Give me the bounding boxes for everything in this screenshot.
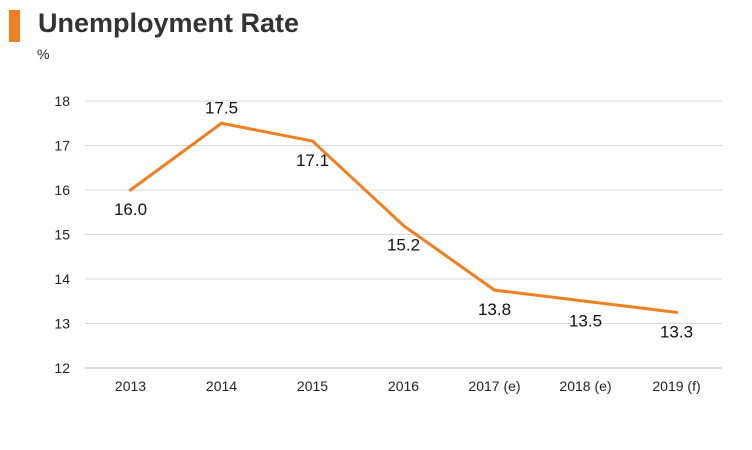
x-tick-label: 2019 (f) (652, 378, 700, 394)
data-point (584, 299, 587, 303)
series-line-group (129, 121, 678, 314)
x-tick-label: 2016 (388, 378, 419, 394)
gridlines (85, 100, 722, 369)
chart-title: Unemployment Rate (38, 8, 300, 38)
data-point (129, 188, 132, 192)
x-tick-label: 2014 (206, 378, 237, 394)
y-tick-label: 13 (54, 316, 70, 332)
x-tick-label: 2018 (e) (559, 378, 611, 394)
data-labels: 16.0 17.5 17.1 15.2 13.8 13.5 13.3 (114, 98, 693, 341)
series-line (129, 121, 678, 314)
data-label: 13.3 (660, 322, 693, 341)
data-label: 16.0 (114, 200, 147, 219)
data-point (402, 224, 405, 228)
data-label: 15.2 (387, 236, 420, 255)
y-tick-label: 15 (54, 227, 70, 243)
data-label: 13.8 (478, 300, 511, 319)
data-label: 17.5 (205, 98, 238, 117)
x-tick-label: 2013 (115, 378, 146, 394)
x-axis-ticks: 2013 2014 2015 2016 2017 (e) 2018 (e) 2019 (f) (115, 378, 701, 394)
data-point (493, 288, 496, 292)
y-tick-label: 14 (54, 271, 70, 287)
data-point (311, 139, 314, 143)
data-point (220, 121, 223, 125)
x-tick-label: 2017 (e) (468, 378, 520, 394)
data-point (675, 310, 678, 314)
y-tick-label: 12 (54, 360, 70, 376)
y-axis-unit-label: % (37, 46, 50, 62)
y-tick-label: 17 (54, 138, 70, 154)
y-tick-label: 18 (54, 93, 70, 109)
data-label: 17.1 (296, 151, 329, 170)
data-label: 13.5 (569, 311, 602, 330)
y-tick-label: 16 (54, 182, 70, 198)
x-tick-label: 2015 (297, 378, 328, 394)
y-axis-ticks: 12 13 14 15 16 17 18 (54, 93, 70, 376)
title-accent-bar (9, 10, 20, 42)
